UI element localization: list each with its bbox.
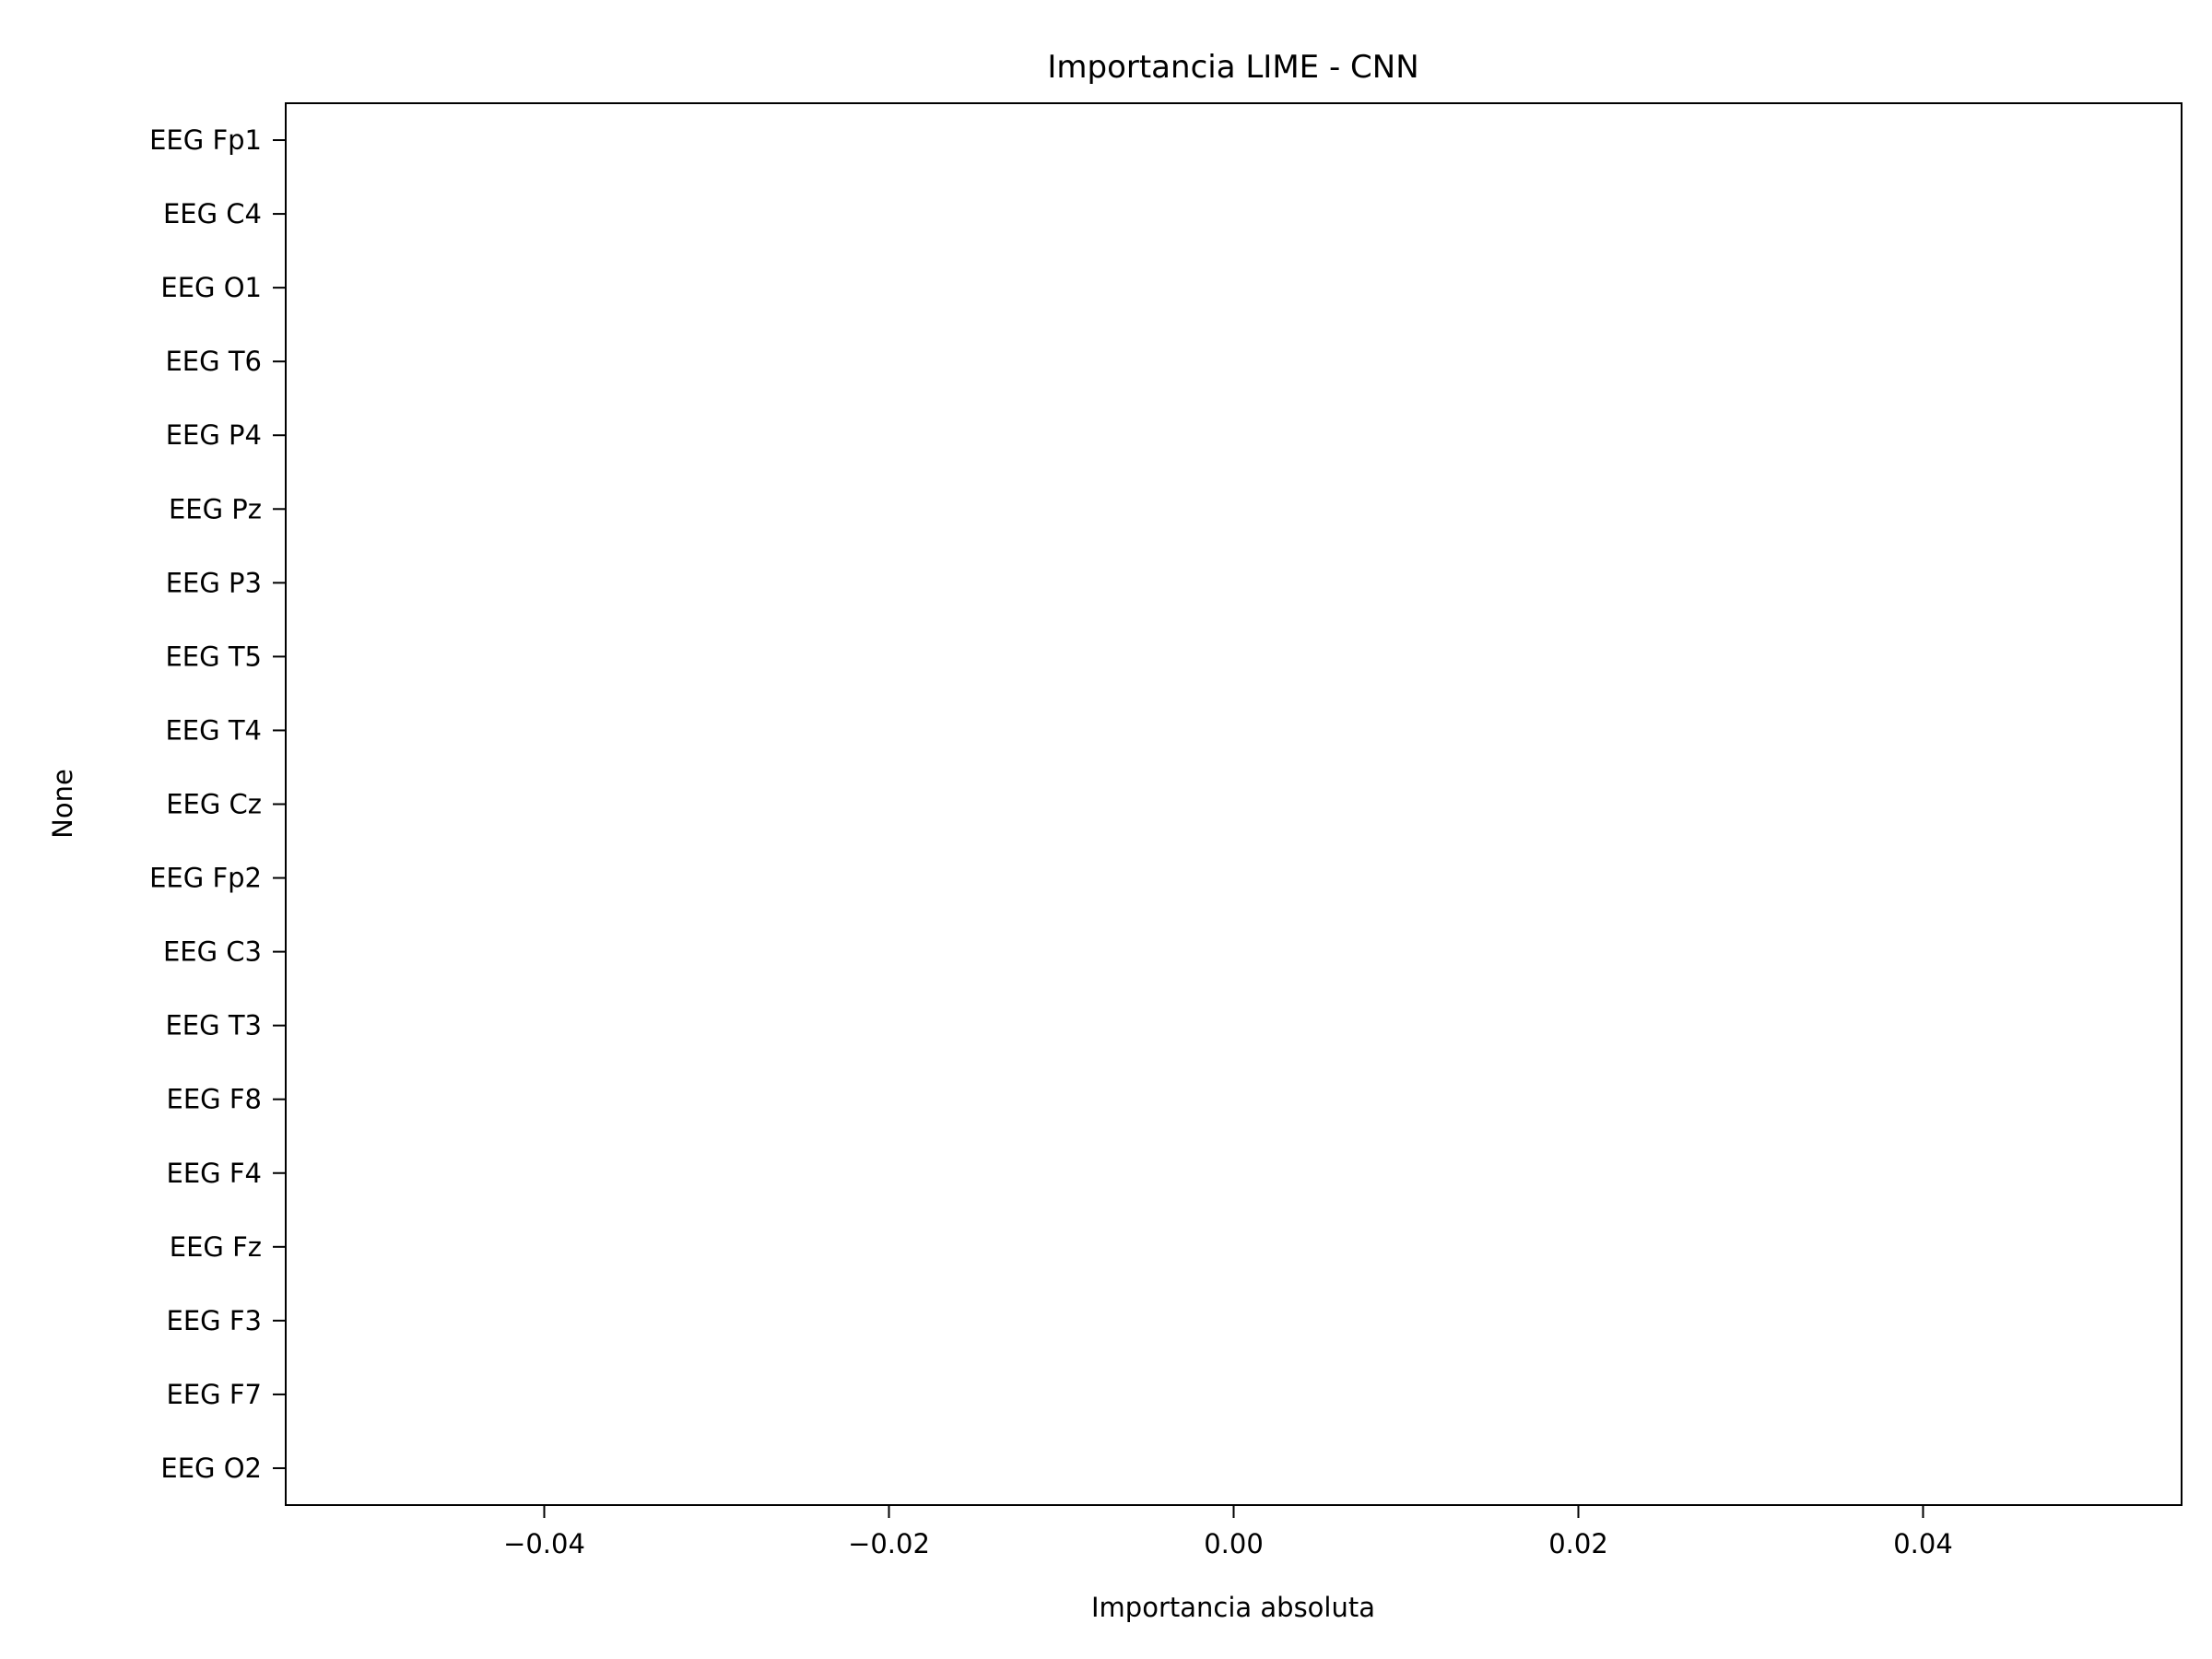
y-tick-label: EEG Pz (169, 493, 262, 524)
y-tick-label: EEG C4 (163, 198, 262, 229)
y-tick-label: EEG F3 (167, 1305, 262, 1336)
y-tick-label: EEG O1 (160, 272, 262, 303)
y-axis-ticks: EEG Fp1 EEG C4 EEG O1 EEG T6 EEG P4 EEG Pz EEG… (149, 124, 286, 1484)
y-tick-label: EEG F8 (167, 1084, 262, 1115)
x-tick-label: −0.04 (503, 1528, 585, 1559)
y-tick-label: EEG Fz (170, 1231, 262, 1263)
x-axis-ticks: −0.04 −0.02 0.00 0.02 0.04 (503, 1505, 1953, 1559)
y-tick-label: EEG T3 (165, 1010, 262, 1041)
y-tick-label: EEG T5 (165, 641, 262, 672)
y-tick-label: EEG Fp2 (149, 863, 262, 894)
x-tick-label: 0.00 (1204, 1528, 1264, 1559)
y-tick-label: EEG P3 (166, 567, 262, 598)
y-tick-label: EEG O2 (160, 1453, 262, 1484)
y-tick-label: EEG F7 (167, 1379, 262, 1410)
y-tick-label: EEG C3 (163, 936, 262, 968)
x-axis-label: Importancia absoluta (1091, 1592, 1375, 1623)
x-tick-label: 0.04 (1893, 1528, 1953, 1559)
y-tick-label: EEG T4 (165, 714, 262, 746)
y-tick-label: EEG F4 (167, 1158, 262, 1189)
chart-title: Importancia LIME - CNN (1047, 49, 1418, 86)
y-tick-label: EEG T6 (165, 346, 262, 377)
x-tick-label: 0.02 (1548, 1528, 1608, 1559)
y-tick-label: EEG P4 (166, 419, 262, 451)
y-tick-label: EEG Cz (166, 789, 262, 820)
y-axis-label: None (47, 769, 78, 839)
plot-frame (285, 102, 2183, 1506)
x-tick-label: −0.02 (848, 1528, 930, 1559)
y-tick-label: EEG Fp1 (149, 124, 262, 156)
